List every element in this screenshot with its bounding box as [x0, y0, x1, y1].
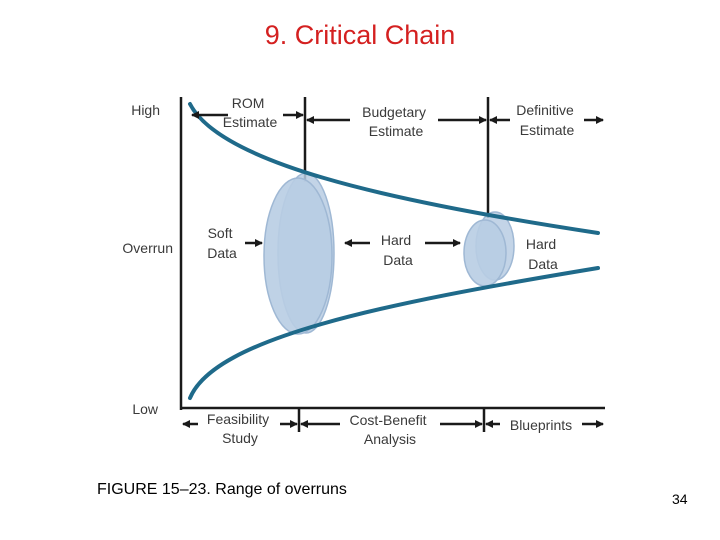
hard-right-line-1: Hard [526, 236, 556, 252]
feasibility-study-label: Feasibility Study [207, 411, 273, 446]
y-label-high: High [131, 102, 160, 118]
ellipse-large-front [263, 177, 333, 335]
feasibility-line-1: Feasibility [207, 411, 269, 427]
y-label-low: Low [132, 401, 159, 417]
rom-line-1: ROM [232, 95, 265, 111]
rom-estimate-label: ROM Estimate [223, 95, 278, 130]
hard-mid-line-1: Hard [381, 232, 411, 248]
y-label-overrun: Overrun [122, 240, 173, 256]
definitive-line-2: Estimate [520, 122, 575, 138]
definitive-line-1: Definitive [516, 102, 574, 118]
lower-bound-curve [188, 266, 600, 400]
page-number: 34 [672, 491, 688, 507]
definitive-estimate-label: Definitive Estimate [516, 102, 577, 138]
budgetary-line-2: Estimate [369, 123, 424, 139]
feasibility-line-2: Study [222, 430, 258, 446]
budgetary-line-1: Budgetary [362, 104, 426, 120]
blueprints-label: Blueprints [510, 417, 572, 433]
rom-line-2: Estimate [223, 114, 278, 130]
ellipse-small-front [463, 219, 507, 287]
cost-benefit-line-1: Cost-Benefit [350, 412, 427, 428]
hard-mid-line-2: Data [383, 252, 413, 268]
hard-right-line-2: Data [528, 256, 558, 272]
soft-line-2: Data [207, 245, 237, 261]
soft-data-label: Soft Data [207, 225, 237, 261]
soft-line-1: Soft [208, 225, 233, 241]
hard-data-right-label: Hard Data [526, 236, 560, 272]
cost-benefit-line-2: Analysis [364, 431, 416, 447]
cost-benefit-label: Cost-Benefit Analysis [350, 412, 431, 447]
budgetary-estimate-label: Budgetary Estimate [362, 104, 430, 139]
hard-data-mid-label: Hard Data [381, 232, 415, 268]
upper-bound-curve [188, 102, 600, 235]
figure-caption: FIGURE 15–23. Range of overruns [97, 481, 347, 498]
slide-title: 9. Critical Chain [264, 20, 456, 50]
